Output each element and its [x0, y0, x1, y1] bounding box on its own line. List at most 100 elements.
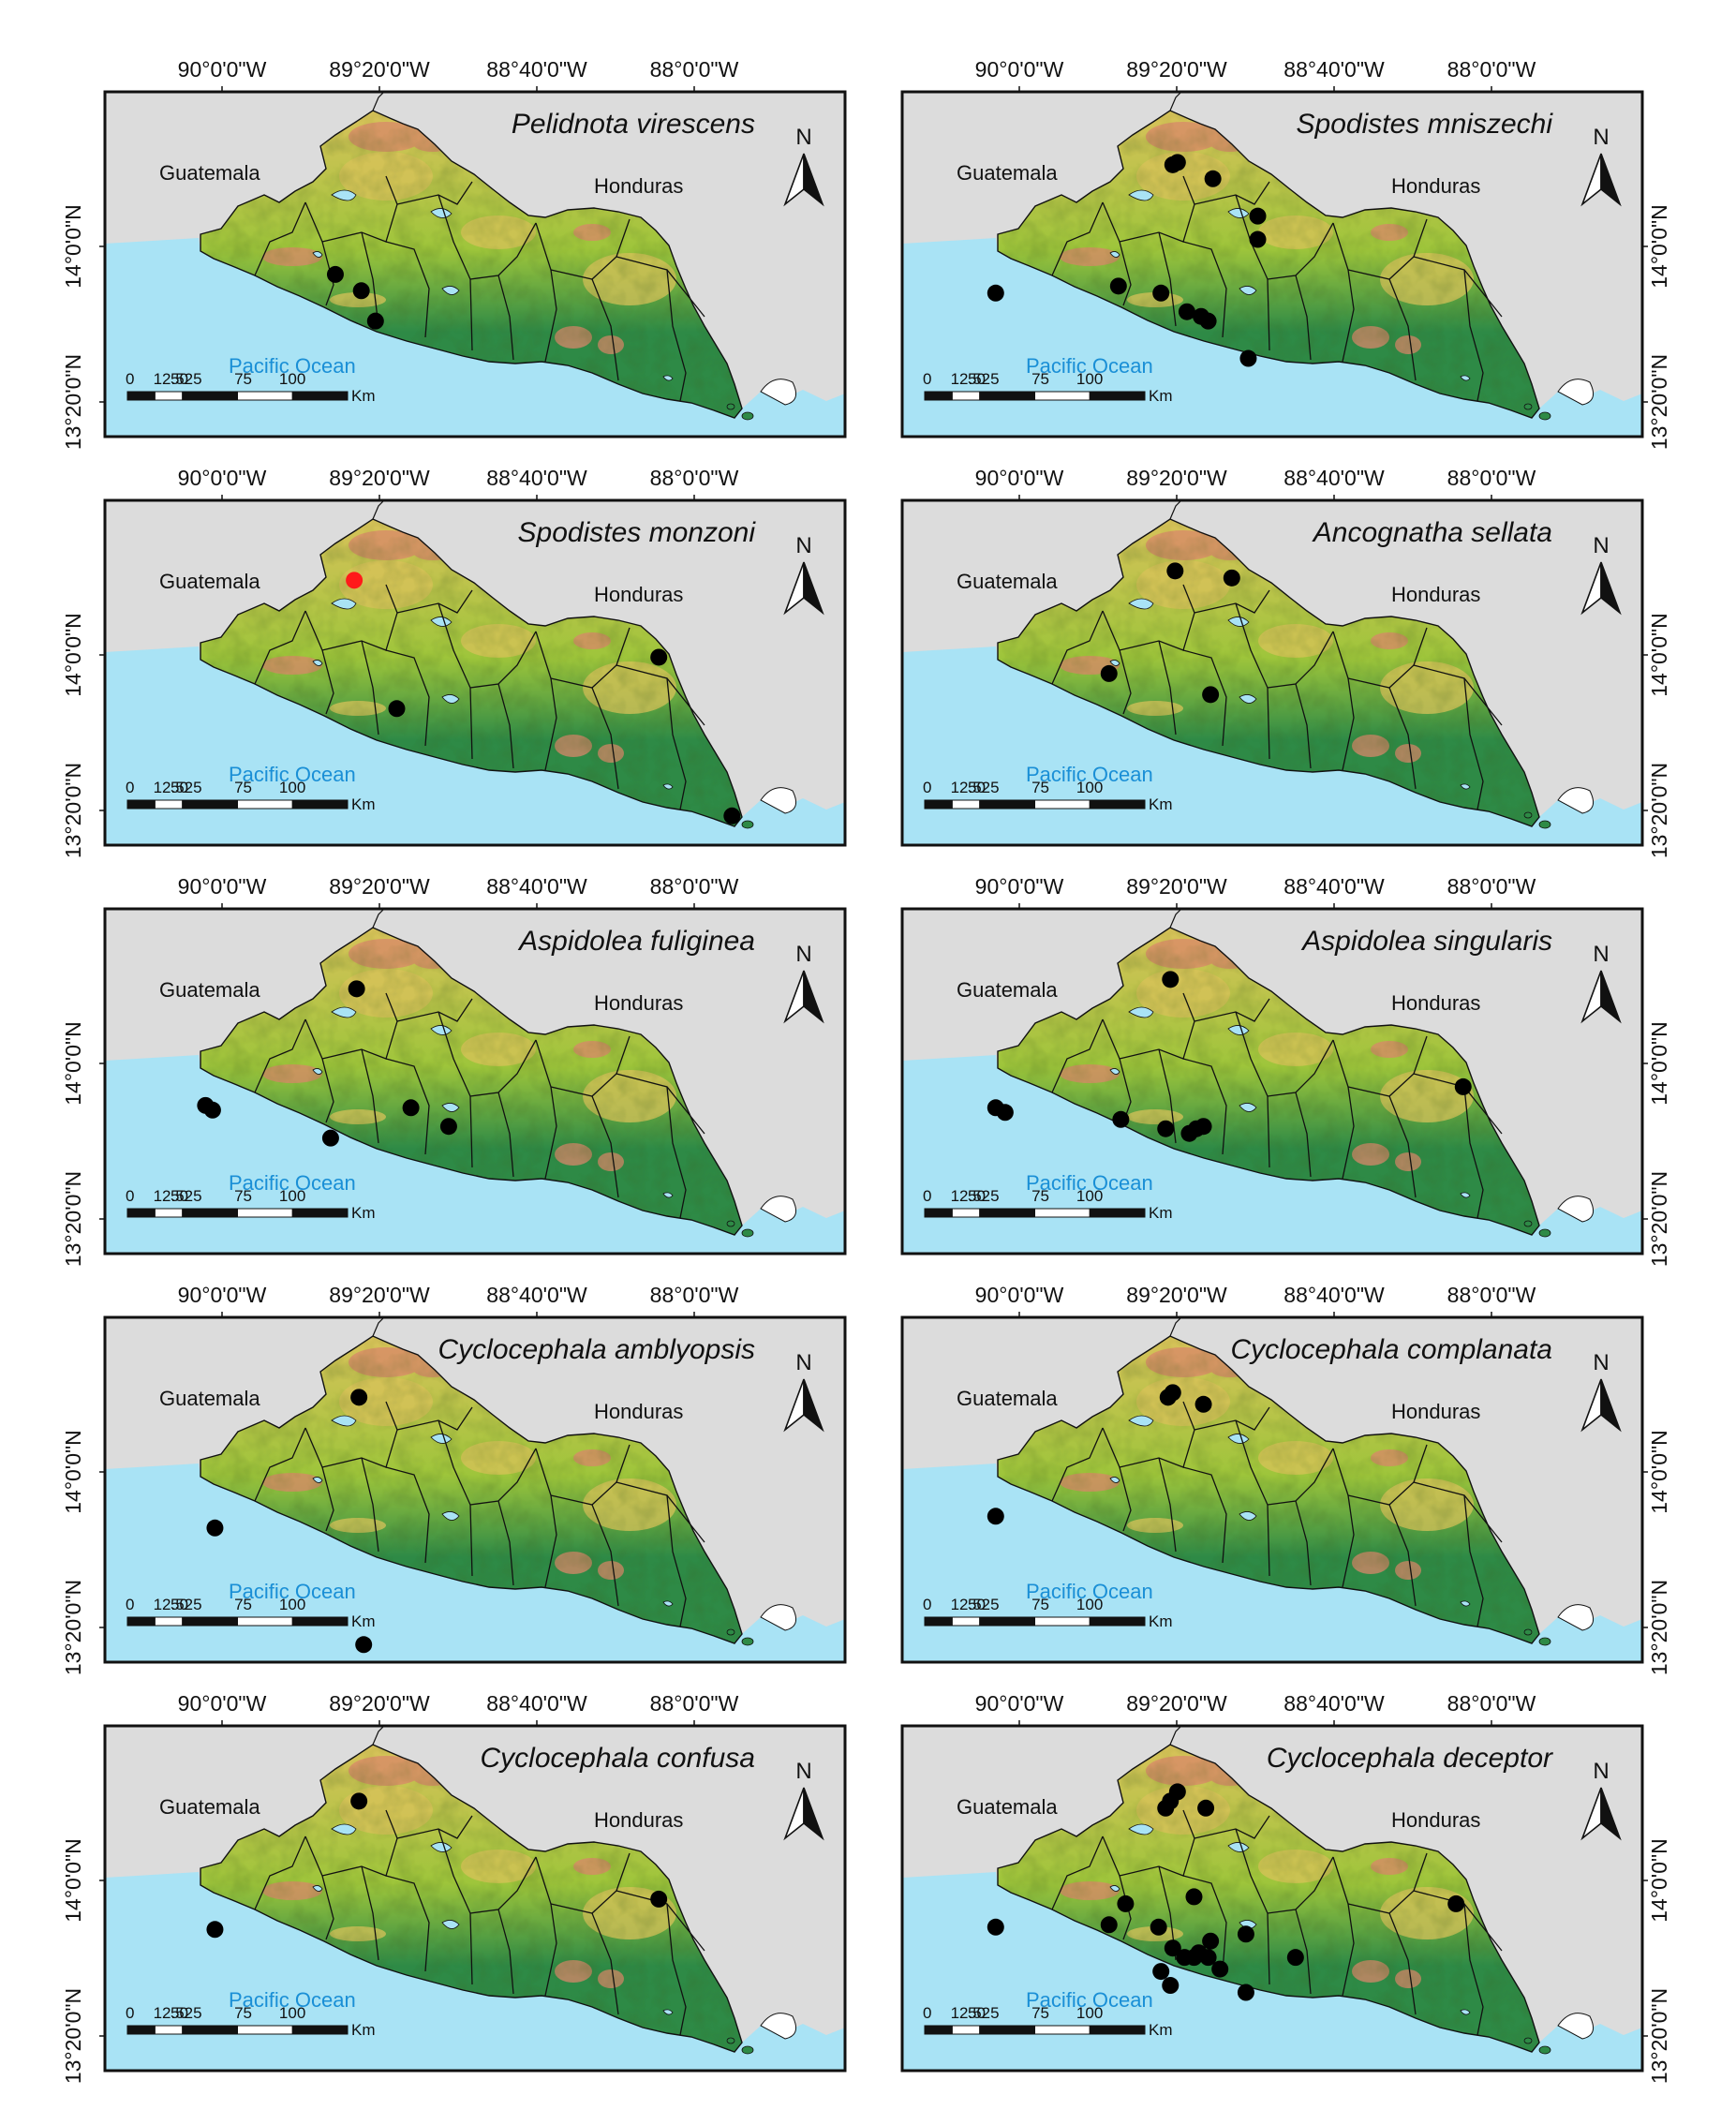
scale-bar-segment	[237, 799, 293, 810]
department-border	[550, 218, 631, 280]
lake	[312, 660, 323, 666]
department-border	[1194, 181, 1270, 205]
department-border	[1295, 1092, 1312, 1178]
gulf-island	[1523, 2037, 1533, 2044]
lon-tick-label: 88°0'0"W	[1447, 466, 1536, 490]
lake	[1109, 1477, 1120, 1483]
department-border	[497, 683, 514, 769]
department-border	[1267, 1039, 1334, 1097]
record-point	[1202, 1932, 1220, 1950]
gulf-island	[741, 1637, 754, 1646]
department-border	[1158, 640, 1177, 736]
scale-bar-segment	[154, 1208, 184, 1218]
ocean-label: Pacific Ocean	[229, 1171, 356, 1195]
department-border	[666, 269, 687, 402]
scale-bar-segment	[951, 799, 981, 810]
north-arrow-right	[803, 1787, 824, 1841]
department-border	[1388, 1912, 1417, 2015]
lake	[1239, 694, 1257, 704]
gulf-island	[726, 403, 735, 410]
scale-bar-label: 12.525	[951, 779, 1000, 796]
map-frame	[900, 498, 1644, 847]
gulf-island	[1557, 1604, 1595, 1631]
scale-bar-segment	[1034, 391, 1091, 401]
scale-bar-label: 100	[279, 370, 305, 388]
department-border	[550, 1444, 631, 1506]
international-border	[1169, 1726, 1182, 1746]
department-border	[1051, 201, 1104, 276]
scale-bar-label: 75	[234, 2004, 252, 2022]
lon-tick-label: 89°20'0"W	[329, 57, 430, 82]
scale-bar-segment	[237, 1208, 293, 1218]
department-border	[497, 1909, 514, 1995]
department-border	[497, 1500, 514, 1586]
map-body: Guatemala Honduras Pacific Ocean Spodistes …	[105, 500, 845, 845]
department-border	[1463, 269, 1484, 402]
department-border	[438, 1828, 473, 1985]
lat-tick-label: 14°0'0"N	[61, 1838, 85, 1923]
north-arrow: N	[783, 1350, 824, 1433]
international-border	[372, 1726, 385, 1746]
ocean-area	[105, 1872, 845, 2071]
department-border	[469, 1039, 537, 1097]
species-name: Cyclocephala amblyopsis	[438, 1334, 756, 1365]
north-arrow: N	[1580, 533, 1622, 616]
lon-tick-label: 90°0'0"W	[975, 1283, 1064, 1307]
country-border	[997, 1335, 1540, 1644]
department-border	[254, 201, 306, 276]
ocean-area	[902, 1055, 1642, 1254]
scale-bar-label: 100	[279, 2004, 305, 2022]
scale-bar-segment	[182, 1208, 238, 1218]
map-body: Guatemala Honduras Pacific Ocean Aspidolea …	[105, 909, 845, 1254]
lon-tick-label: 88°0'0"W	[650, 1283, 739, 1307]
gulf-island	[741, 820, 754, 829]
scale-bar-label: 100	[279, 1187, 305, 1205]
map-body: Guatemala Honduras Pacific Ocean Pelidnota …	[105, 92, 845, 437]
scale-bar-segment	[951, 1616, 981, 1627]
record-point	[1249, 230, 1267, 248]
department-border	[591, 1504, 619, 1607]
scale-bar-segment	[951, 391, 981, 401]
record-point	[987, 1508, 1004, 1525]
record-point	[1199, 1949, 1217, 1967]
department-border	[361, 1457, 379, 1553]
scale-bar-label: 75	[1031, 779, 1049, 796]
north-arrow-label: N	[1593, 942, 1609, 967]
department-border	[1102, 610, 1132, 715]
record-point	[350, 1389, 368, 1406]
gulf-island	[726, 2037, 735, 2044]
lake	[1109, 251, 1120, 258]
lon-tick-label: 90°0'0"W	[178, 57, 267, 82]
lake	[1227, 208, 1250, 218]
lon-tick-label: 90°0'0"W	[178, 1691, 267, 1716]
ocean-area	[902, 238, 1642, 437]
department-border	[304, 1018, 334, 1123]
department-border	[591, 687, 619, 790]
gulf-island	[760, 2013, 797, 2040]
record-point	[206, 1921, 224, 1939]
map-panels: Guatemala Honduras Pacific Ocean Pelidnota …	[61, 57, 1671, 2084]
map-panel: Guatemala Honduras Pacific Ocean Aspidolea …	[61, 874, 847, 1267]
lat-tick-label: 13°20'0"N	[61, 1171, 85, 1267]
department-border	[254, 1427, 306, 1502]
scale-bar-label: 75	[234, 1187, 252, 1205]
scale-bar-label: 12.525	[154, 1596, 202, 1613]
ocean-label: Pacific Ocean	[1026, 354, 1153, 378]
department-border	[535, 1039, 557, 1180]
lat-tick-label: 14°0'0"N	[61, 613, 85, 697]
scale-bar-unit: Km	[1149, 387, 1173, 405]
department-border	[1463, 677, 1484, 810]
country-label-guatemala: Guatemala	[957, 978, 1058, 1002]
gulf-island	[741, 2045, 754, 2055]
country-label-honduras: Honduras	[594, 1400, 683, 1423]
ocean-area	[105, 1464, 845, 1662]
scale-bar-unit: Km	[1149, 2021, 1173, 2039]
north-arrow: N	[1580, 942, 1622, 1024]
lake	[1109, 1068, 1120, 1075]
scale-bar-segment	[182, 2025, 238, 2035]
department-border	[361, 1865, 379, 1961]
department-border	[1051, 1427, 1104, 1502]
north-arrow: N	[783, 942, 824, 1024]
department-border	[1332, 1856, 1355, 1997]
scale-bar-label: 50	[171, 2004, 188, 2022]
